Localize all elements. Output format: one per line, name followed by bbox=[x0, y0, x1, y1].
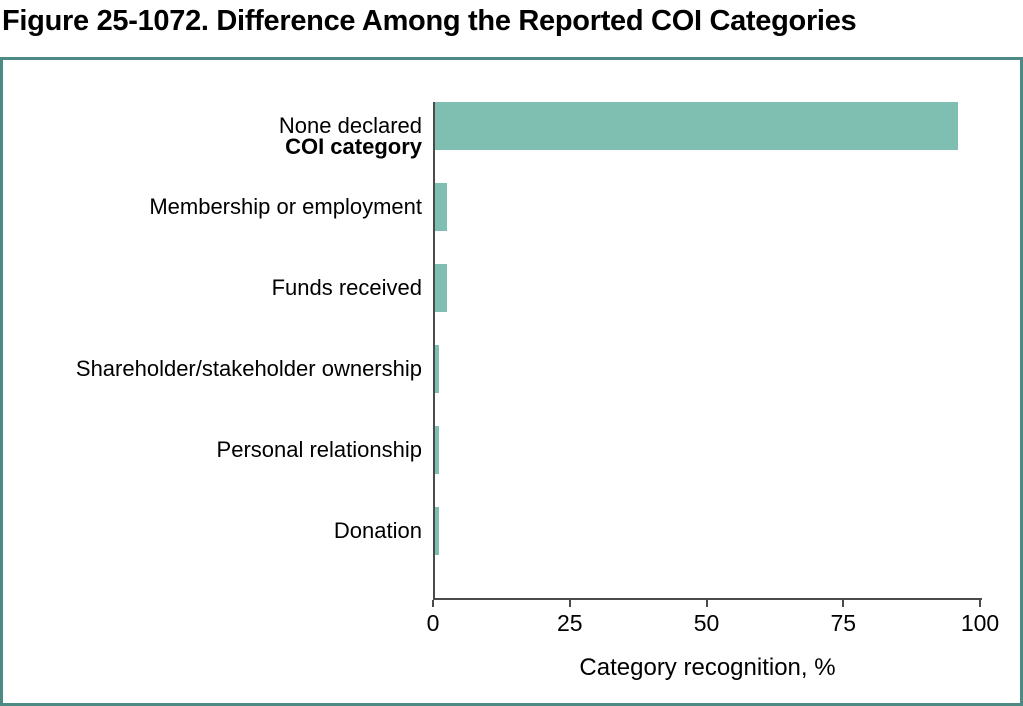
bar bbox=[433, 264, 448, 312]
figure-title: Figure 25-1072. Difference Among the Rep… bbox=[2, 5, 857, 37]
bar-row: Shareholder/stakeholder ownership bbox=[3, 345, 1020, 393]
x-tick-label: 50 bbox=[693, 610, 720, 636]
x-tick-label: 75 bbox=[830, 610, 857, 636]
category-label: Personal relationship bbox=[216, 437, 422, 462]
bar bbox=[433, 426, 439, 474]
x-tick-label: 100 bbox=[960, 610, 1000, 636]
bar-row: Personal relationship bbox=[3, 426, 1020, 474]
chart-panel: COI category None declared Membership or … bbox=[0, 57, 1023, 706]
bar bbox=[433, 102, 959, 150]
bar-row: Donation bbox=[3, 507, 1020, 555]
x-tick-mark bbox=[842, 600, 845, 607]
category-label: Funds received bbox=[271, 275, 422, 300]
bar-row: None declared bbox=[3, 102, 1020, 150]
category-label: Donation bbox=[333, 518, 422, 543]
x-tick-label: 0 bbox=[426, 610, 440, 636]
bar bbox=[433, 345, 439, 393]
category-label: Membership or employment bbox=[149, 194, 422, 219]
x-tick-mark bbox=[979, 600, 981, 607]
bar bbox=[433, 507, 439, 555]
y-axis-group-label: COI category bbox=[285, 134, 422, 159]
x-axis-label: Category recognition, % bbox=[579, 654, 836, 681]
category-label: None declared bbox=[278, 113, 422, 138]
x-tick-mark bbox=[705, 600, 708, 607]
x-tick-mark bbox=[568, 600, 571, 607]
category-label: Shareholder/stakeholder ownership bbox=[75, 356, 422, 381]
x-tick-label: 25 bbox=[557, 610, 583, 636]
bar-row: Membership or employment bbox=[3, 183, 1020, 231]
y-axis-line bbox=[433, 102, 435, 598]
x-tick-mark bbox=[432, 600, 434, 607]
bar bbox=[433, 183, 447, 231]
x-axis-line bbox=[433, 598, 982, 600]
bar-row: Funds received bbox=[3, 264, 1020, 312]
